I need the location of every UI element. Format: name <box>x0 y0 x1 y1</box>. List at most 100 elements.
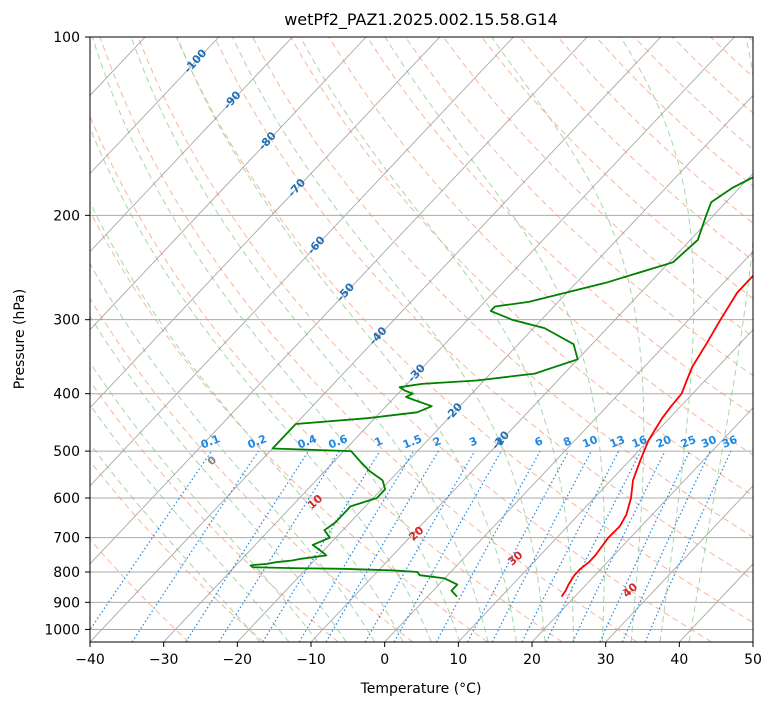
dry-adiabat-label: 40 <box>620 580 640 600</box>
moist-adiabat-line <box>91 37 461 642</box>
mixing-ratio-line <box>393 450 502 642</box>
moist-adiabat-line <box>232 37 546 642</box>
mixing-ratio-label: 2 <box>431 434 443 449</box>
x-tick-label: −20 <box>223 652 253 668</box>
x-tick-label: 10 <box>449 652 467 668</box>
y-tick-label: 400 <box>53 387 80 403</box>
isotherm-line <box>531 407 753 642</box>
y-tick-label: 1000 <box>44 622 80 638</box>
mixing-ratio-label: 0.1 <box>199 432 222 451</box>
dry-adiabat-label: 30 <box>505 548 525 568</box>
y-axis-title: Pressure (hPa) <box>12 289 28 389</box>
mixing-ratio-line <box>644 450 732 642</box>
dry-adiabat-line <box>519 37 753 262</box>
axis-layer: −40 −30 −20 −10 0 10 20 30 40 5010020030040050060… <box>44 30 762 668</box>
isotherm-line <box>90 37 588 565</box>
mixing-ratio-label: 16 <box>630 433 649 451</box>
dry-adiabat-line <box>481 37 753 300</box>
mixing-ratio-line <box>185 450 310 642</box>
isotherm-line <box>458 329 753 642</box>
moist-adiabat-line <box>491 37 645 642</box>
dry-adiabat-line <box>90 460 264 642</box>
moist-adiabat-line <box>384 37 605 642</box>
y-tick-label: 800 <box>53 565 80 581</box>
dry-adiabat-label: 20 <box>406 523 426 543</box>
isotherm-line <box>90 37 441 409</box>
isotherm-line <box>90 37 514 487</box>
mixing-ratio-line <box>521 450 620 642</box>
dry-adiabat-line <box>90 210 488 642</box>
mixing-ratio-label: 3 <box>467 434 479 449</box>
dewpoint-profile-line <box>249 176 753 598</box>
mixing-ratio-line <box>572 450 666 642</box>
mixing-ratio-line <box>545 450 642 642</box>
y-tick-label: 300 <box>53 313 80 329</box>
moist-adiabat-line <box>90 361 319 642</box>
temperature-profile-line <box>560 274 753 598</box>
y-tick-label: 500 <box>53 444 80 460</box>
y-tick-label: 200 <box>53 208 80 224</box>
moist-adiabat-line <box>90 403 290 642</box>
mixing-ratio-label: 36 <box>720 433 739 451</box>
mixing-ratio-label: 10 <box>581 433 600 451</box>
dry-adiabat-line <box>214 37 753 580</box>
y-tick-label: 700 <box>53 531 80 547</box>
isotherm-line <box>90 37 220 175</box>
isotherm-line <box>90 37 367 331</box>
mixing-ratio-label: 8 <box>561 434 573 449</box>
mixing-ratio-label: 1 <box>373 434 385 449</box>
mixing-ratio-label: 6 <box>533 434 545 449</box>
isotherm-line <box>605 485 753 642</box>
dry-adiabat-line <box>366 37 753 416</box>
mixing-ratio-line <box>131 450 259 642</box>
dry-adiabat-line <box>710 37 753 78</box>
moist-adiabat-line <box>90 315 347 642</box>
moist-adiabat-line <box>299 37 575 642</box>
moist-adiabat-line <box>620 37 695 642</box>
plot-frame <box>89 36 754 643</box>
grid-layer <box>0 37 753 642</box>
isotherm-line <box>90 37 662 642</box>
x-axis-title: Temperature (°C) <box>360 681 482 697</box>
mixing-ratio-label: 0.4 <box>296 432 319 451</box>
x-tick-label: −30 <box>149 652 179 668</box>
dry-adiabat-line <box>137 37 712 642</box>
dry-adiabat-line <box>90 538 190 642</box>
x-tick-label: 20 <box>523 652 541 668</box>
dry-adiabat-line <box>328 37 753 456</box>
x-tick-label: −40 <box>75 652 105 668</box>
y-tick-label: 600 <box>53 491 80 507</box>
mixing-ratio-label: 30 <box>699 433 718 451</box>
moist-adiabat-line <box>130 37 489 642</box>
mixing-ratio-label: 20 <box>654 433 673 451</box>
isotherm-line <box>384 250 753 642</box>
x-tick-label: 30 <box>597 652 615 668</box>
mixing-ratio-line <box>466 450 570 642</box>
mixing-ratio-line <box>599 450 691 642</box>
moist-adiabat-line <box>90 201 404 642</box>
mixing-ratio-line <box>262 450 381 642</box>
moist-adiabat-line <box>90 262 376 642</box>
mixing-ratio-label: 0.2 <box>246 432 269 451</box>
moist-adiabat-line <box>688 37 753 642</box>
mixing-ratio-label: 25 <box>679 433 698 451</box>
dry-adiabat-line <box>90 114 563 642</box>
moist-adiabat-line <box>176 37 517 642</box>
dry-adiabat-line <box>672 37 753 114</box>
dry-adiabat-line <box>442 37 753 338</box>
x-tick-label: 50 <box>744 652 762 668</box>
dry-adiabat-line <box>175 37 753 624</box>
series-layer <box>249 176 753 598</box>
isotherm-line <box>90 37 293 253</box>
chart-title: wetPf2_PAZ1.2025.002.15.58.G14 <box>284 10 558 30</box>
y-tick-label: 100 <box>53 30 80 46</box>
isotherm-line <box>0 37 71 642</box>
mixing-ratio-line <box>435 450 541 642</box>
dry-adiabat-line <box>99 37 638 642</box>
x-tick-label: 0 <box>380 652 389 668</box>
isotherm-line <box>752 641 753 642</box>
isotherm-line <box>163 37 735 642</box>
x-tick-label: 40 <box>670 652 688 668</box>
mixing-ratio-line <box>90 450 213 631</box>
isotherm-line <box>310 172 753 642</box>
